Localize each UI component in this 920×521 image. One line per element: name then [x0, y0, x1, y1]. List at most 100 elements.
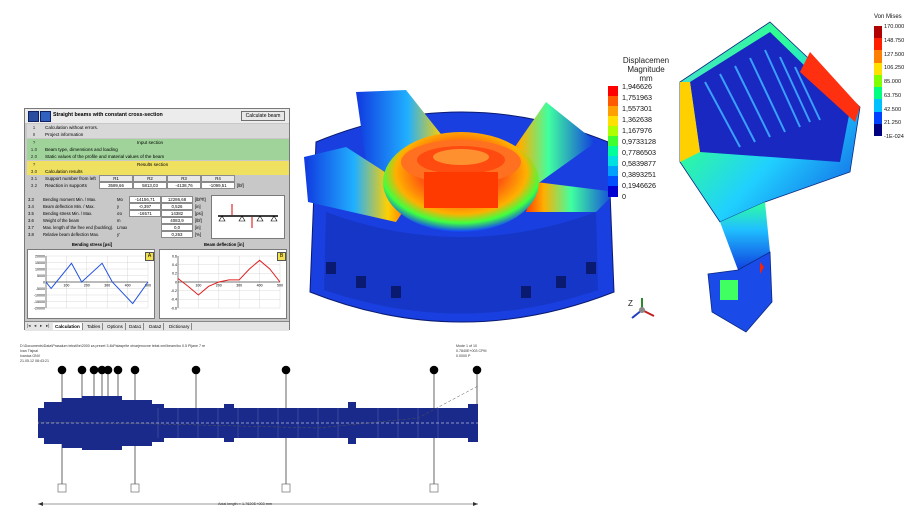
displacement-legend-title-1: Displacemen [622, 56, 670, 65]
y-tick-label: 0 [43, 280, 45, 284]
von-mises-title: Von Mises [874, 14, 902, 20]
results-section-row[interactable]: ? Results section [27, 161, 289, 168]
tab-data1[interactable]: Data1 [127, 323, 145, 330]
displacement-model-view[interactable] [296, 62, 626, 330]
reaction-value: -4138,76 [167, 182, 201, 189]
y-tick-label: -20000 [34, 306, 45, 310]
result-min: -16571 [129, 210, 161, 217]
file-path-text: D:\Documents\Data\Prasalum tekstil\e\200… [20, 344, 206, 348]
legend-swatch [874, 62, 882, 76]
displacement-legend-values: 1,946626 1,751963 1,557301 1,362638 1,167976… [622, 82, 692, 202]
y-tick-label: 0.6 [172, 254, 177, 258]
tab-tables[interactable]: Tables [85, 323, 104, 330]
nav-next[interactable]: ▸ [40, 323, 43, 328]
y-tick-label: 0.2 [172, 272, 177, 276]
legend-swatch [608, 136, 618, 147]
x-tick-label: 200 [84, 284, 90, 288]
y-tick-label: 20000 [35, 254, 45, 258]
beam-calculator-window: Straight beams with constant cross-secti… [24, 108, 290, 331]
result-max: 12286,68 [161, 196, 193, 203]
tab-options[interactable]: Options [105, 323, 126, 330]
tab-dictionary[interactable]: Dictionary [167, 323, 193, 330]
help-icon[interactable] [40, 111, 51, 122]
legend-value: 1,362638 [622, 115, 652, 124]
project-info-row[interactable]: II Project information [27, 131, 289, 138]
legend-value: 0 [622, 192, 626, 201]
x-tick-label: 400 [257, 284, 263, 288]
author-text: Ivan Tisjnal [20, 349, 38, 353]
result-symbol: y [117, 204, 120, 209]
y-tick-label: -5000 [36, 287, 45, 291]
x-tick-label: 200 [216, 284, 222, 288]
legend-swatch [608, 176, 618, 187]
support-header: R3 [167, 175, 201, 182]
legend-swatch [874, 74, 882, 88]
result-unit: [in] [195, 204, 201, 209]
result-value: 0,0 [161, 224, 193, 231]
calculation-results-row[interactable]: 3.0 Calculation results [27, 168, 289, 175]
tab-data2[interactable]: Data2 [147, 323, 165, 330]
legend-value: 85.000 [884, 79, 902, 85]
beam-type-row[interactable]: 1.0 Beam type, dimensions and loading [27, 146, 289, 153]
y-tick-label: -15000 [34, 300, 45, 304]
legend-value: 0,3893251 [622, 170, 656, 179]
input-section-row[interactable]: ? Input section [27, 139, 289, 146]
reaction-value: -1099,51 [201, 182, 235, 189]
calculate-beam-button[interactable]: Calculate beam [241, 111, 285, 121]
legend-value: 0,9733128 [622, 137, 656, 146]
phase-text: 0.0000 P [456, 354, 471, 358]
legend-swatch [874, 87, 882, 100]
calculator-toolbar: Straight beams with constant cross-secti… [25, 109, 289, 123]
von-mises-color-bar [874, 26, 882, 137]
result-unit: [in] [195, 225, 201, 230]
mode-text: Mode 1 of 10 [456, 344, 477, 348]
result-value: 0,263 [161, 231, 193, 238]
legend-swatch [608, 86, 618, 97]
result-label: Weight of the beam [43, 218, 80, 223]
reaction-value: 5813,03 [133, 182, 167, 189]
bending-stress-chart: 20000 15000 10000 5000 0 -5000 -10000 -15000 -20… [27, 249, 155, 319]
axis-triad-icon: Z [622, 294, 662, 324]
y-tick-label: -0.2 [171, 289, 177, 293]
tab-calculation[interactable]: Calculation [53, 323, 83, 330]
chart-b-badge[interactable]: B [277, 252, 286, 261]
result-unit: [%] [195, 232, 202, 237]
result-symbol: Mo [117, 197, 123, 202]
legend-swatch [874, 111, 882, 125]
static-values-row[interactable]: 2.0 Static values of the profile and mate… [27, 153, 289, 160]
result-num: 3.6 [28, 218, 34, 223]
y-tick-label: 5000 [37, 274, 45, 278]
nav-prev[interactable]: ◂ [34, 323, 37, 328]
svg-text:Z: Z [628, 299, 633, 308]
axial-length-label: Axial length = 1.7620E+003 mm [218, 502, 273, 506]
von-mises-model-svg [679, 21, 861, 333]
x-tick-label: 500 [277, 284, 283, 288]
legend-value: 1,946626 [622, 82, 652, 91]
y-tick-label: 0 [175, 280, 177, 284]
timestamp-text: 21.05.12 08:43:21 [20, 359, 49, 363]
reaction-unit: [lbf] [237, 183, 244, 188]
displacement-legend-title-3: mm [639, 74, 653, 83]
legend-value: 127.500 [884, 51, 905, 58]
nav-first[interactable]: |◂ [27, 323, 31, 328]
result-symbol: m [117, 218, 121, 223]
legend-value: -1E-024 [884, 134, 904, 140]
x-tick-label: 300 [236, 284, 242, 288]
nav-last[interactable]: ▸| [46, 323, 50, 328]
legend-value: 170.000 [884, 24, 905, 30]
support-header: R2 [133, 175, 167, 182]
legend-swatch [874, 123, 882, 137]
app-icon[interactable] [28, 111, 39, 122]
chart-a-badge[interactable]: A [145, 252, 154, 261]
bending-stress-svg: 20000 15000 10000 5000 0 -5000 -10000 -15000 -20… [34, 254, 151, 310]
result-num: 3.4 [28, 204, 34, 209]
legend-value: 0,7786503 [622, 148, 656, 157]
displacement-model-svg [304, 90, 616, 323]
legend-swatch [608, 116, 618, 127]
beam-deflection-chart: 0.6 0.4 0.2 0 -0.2 -0.4 -0.6 100 200 300 400 500 B [159, 249, 287, 319]
company-text: Ivanica GNV [20, 354, 41, 358]
legend-swatch [608, 126, 618, 137]
von-mises-model-view[interactable] [660, 12, 872, 334]
legend-swatch [608, 156, 618, 167]
series-line [177, 259, 281, 296]
